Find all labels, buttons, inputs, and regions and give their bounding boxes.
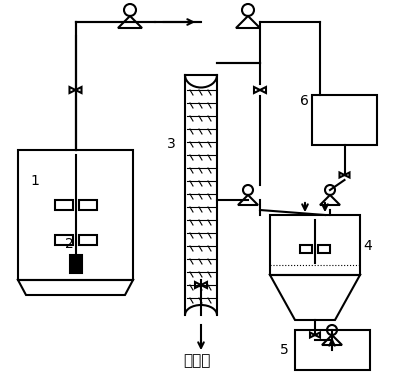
Bar [318,245,330,253]
Bar [295,330,370,370]
Bar [54,235,72,245]
Text: 4: 4 [363,239,372,253]
Bar [270,215,360,275]
Text: 萨余液: 萨余液 [183,353,210,368]
Bar [78,200,96,210]
Bar [54,200,72,210]
Text: 2: 2 [65,237,74,251]
Text: 3: 3 [167,137,176,151]
Bar [70,255,82,273]
Bar [18,150,133,280]
Text: 6: 6 [300,94,309,108]
Bar [300,245,312,253]
Text: 1: 1 [30,174,39,188]
Bar [312,95,377,145]
Text: 5: 5 [280,343,289,357]
Bar [78,235,96,245]
